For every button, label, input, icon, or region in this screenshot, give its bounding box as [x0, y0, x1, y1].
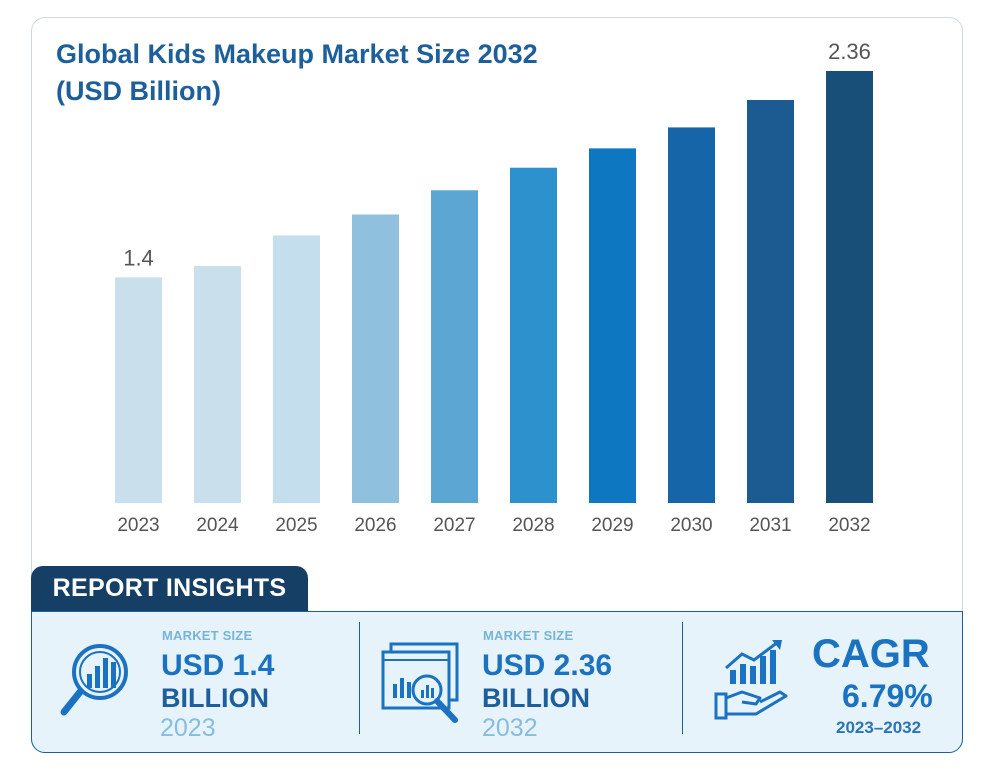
card2-year: 2032 — [482, 714, 538, 742]
bar-2032 — [826, 71, 873, 503]
insights-divider — [359, 622, 360, 734]
x-tick-label: 2030 — [670, 515, 712, 536]
report-insights-tab: REPORT INSIGHTS — [31, 566, 308, 611]
bar-2029 — [589, 148, 636, 503]
cagr-value: 6.79% — [842, 678, 933, 714]
insights-divider — [682, 622, 683, 734]
x-tick-label: 2026 — [354, 515, 396, 536]
x-tick-label: 2031 — [749, 515, 791, 536]
growth-hand-icon — [714, 640, 788, 720]
x-tick-label: 2023 — [117, 515, 159, 536]
card1-label: MARKET SIZE — [162, 628, 253, 643]
cagr-range: 2023–2032 — [836, 718, 922, 737]
chart-title: Global Kids Makeup Market Size 2032 (USD… — [56, 39, 538, 106]
x-tick-label: 2027 — [433, 515, 475, 536]
card2-unit: BILLION — [482, 683, 590, 713]
x-tick-label: 2028 — [512, 515, 554, 536]
card1-unit: BILLION — [161, 683, 269, 713]
bar-2031 — [747, 100, 794, 503]
bar-chart: 2023 1.4 2024 2025 2026 2027 2028 2029 2030 2031 2… — [115, 39, 873, 536]
dashboard-magnifier-icon — [381, 642, 459, 723]
bar-2023 — [115, 277, 162, 503]
bar-2027 — [431, 190, 478, 504]
data-label-2032: 2.36 — [828, 39, 871, 64]
card1-value: USD 1.4 — [161, 649, 275, 682]
data-label-2023: 1.4 — [123, 245, 154, 270]
bar-2024 — [194, 266, 241, 503]
bar-2025 — [273, 235, 320, 503]
card2-label: MARKET SIZE — [483, 628, 574, 643]
x-tick-label: 2032 — [828, 515, 870, 536]
x-tick-label: 2029 — [591, 515, 633, 536]
bar-2028 — [510, 167, 557, 503]
bar-2026 — [352, 214, 399, 503]
insights-panel — [31, 611, 963, 753]
x-tick-label: 2024 — [196, 515, 239, 536]
card2-value: USD 2.36 — [482, 649, 613, 682]
card1-year: 2023 — [160, 714, 216, 742]
bar-2030 — [668, 127, 715, 503]
cagr-title: CAGR — [812, 632, 930, 676]
magnifier-chart-icon — [60, 644, 128, 716]
x-tick-label: 2025 — [275, 515, 317, 536]
